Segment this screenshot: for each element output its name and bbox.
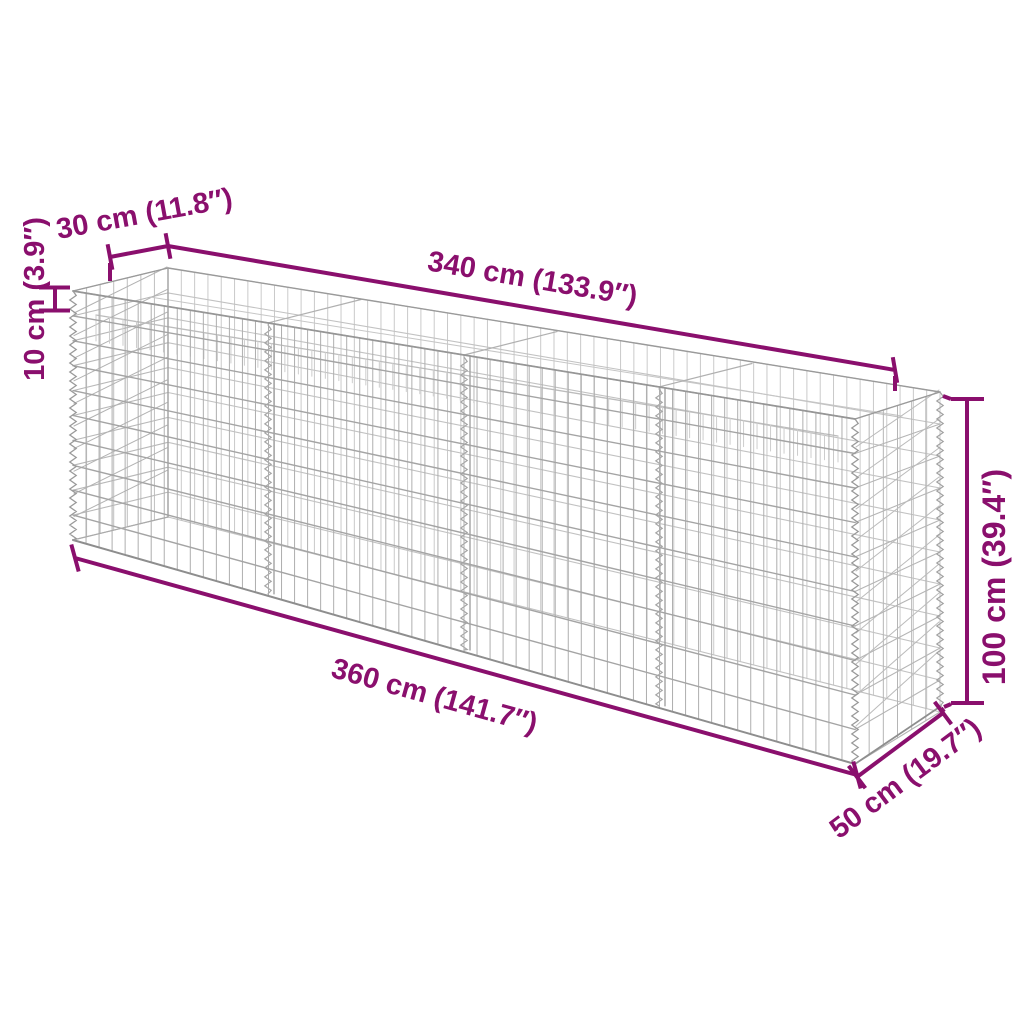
dimension-line-wall-gap <box>39 285 70 313</box>
gabion-basket-wireframe <box>68 266 945 765</box>
dimension-label-wall-gap: 10 cm (3.9″) <box>19 217 51 381</box>
dimension-line-top-length <box>167 244 900 391</box>
dimension-label-top-width: 30 cm (11.8″) <box>54 182 235 245</box>
dimension-annotations <box>39 232 984 790</box>
dimension-label-height: 100 cm (39.4″) <box>976 469 1012 685</box>
dimension-label-base-width: 50 cm (19.7″) <box>824 712 987 845</box>
dimension-label-top-length: 340 cm (133.9″) <box>425 245 640 312</box>
dimension-line-height <box>942 394 984 709</box>
dimension-line-base-length <box>69 543 863 790</box>
dimension-line-base-width <box>847 700 953 790</box>
dimension-line-top-width <box>105 232 173 281</box>
